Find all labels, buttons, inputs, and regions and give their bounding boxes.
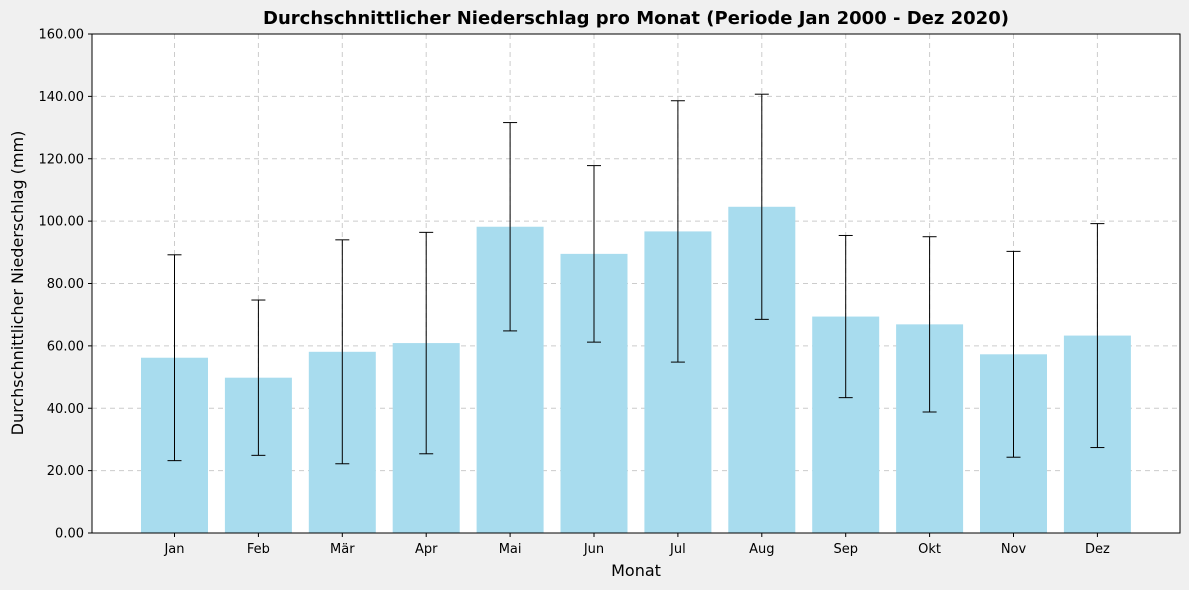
x-tick-label: Aug — [749, 542, 774, 557]
error-bar-mai — [503, 122, 518, 332]
x-tick-label: Nov — [1001, 542, 1027, 557]
y-tick-label: 160.00 — [39, 28, 85, 43]
error-bar-mär — [335, 239, 350, 465]
x-tick-label: Jul — [669, 542, 686, 557]
y-tick-label: 100.00 — [39, 215, 85, 230]
y-tick-label: 140.00 — [39, 90, 85, 105]
y-tick-label: 80.00 — [47, 277, 84, 292]
y-tick-label: 40.00 — [47, 402, 84, 417]
x-tick-label: Dez — [1085, 542, 1110, 557]
x-tick-label: Okt — [918, 542, 941, 557]
error-bar-aug — [754, 93, 769, 320]
y-axis-ticks: 0.00 20.00 40.00 60.00 80.00 100.00 120.00 140.… — [39, 28, 92, 542]
x-tick-label: Mai — [499, 542, 522, 557]
x-tick-label: Mär — [330, 542, 355, 557]
x-tick-label: Sep — [833, 542, 858, 557]
x-tick-label: Jun — [583, 542, 604, 557]
x-axis-ticks: Jan Feb Mär Apr Mai Jun Jul Aug Sep Okt Nov Dez — [163, 533, 1110, 557]
y-tick-label: 20.00 — [47, 464, 84, 479]
x-tick-label: Jan — [163, 542, 184, 557]
y-tick-label: 120.00 — [39, 152, 85, 167]
error-bar-apr — [419, 231, 434, 455]
error-bars — [167, 93, 1105, 465]
error-bar-nov — [1006, 250, 1021, 458]
error-bar-jan — [167, 254, 182, 462]
x-tick-label: Feb — [247, 542, 270, 557]
x-tick-label: Apr — [415, 542, 438, 557]
chart-title: Durchschnittlicher Niederschlag pro Mona… — [263, 8, 1009, 29]
error-bar-okt — [922, 236, 937, 413]
y-tick-label: 0.00 — [55, 527, 84, 542]
error-bar-jun — [587, 165, 601, 343]
error-bar-feb — [251, 299, 266, 456]
y-axis-label: Durchschnittlicher Niederschlag (mm) — [8, 131, 27, 436]
y-tick-label: 60.00 — [47, 339, 84, 354]
error-bar-jul — [670, 100, 685, 363]
error-bar-dez — [1090, 223, 1105, 449]
error-bar-sep — [838, 234, 853, 399]
x-axis-label: Monat — [611, 561, 661, 580]
